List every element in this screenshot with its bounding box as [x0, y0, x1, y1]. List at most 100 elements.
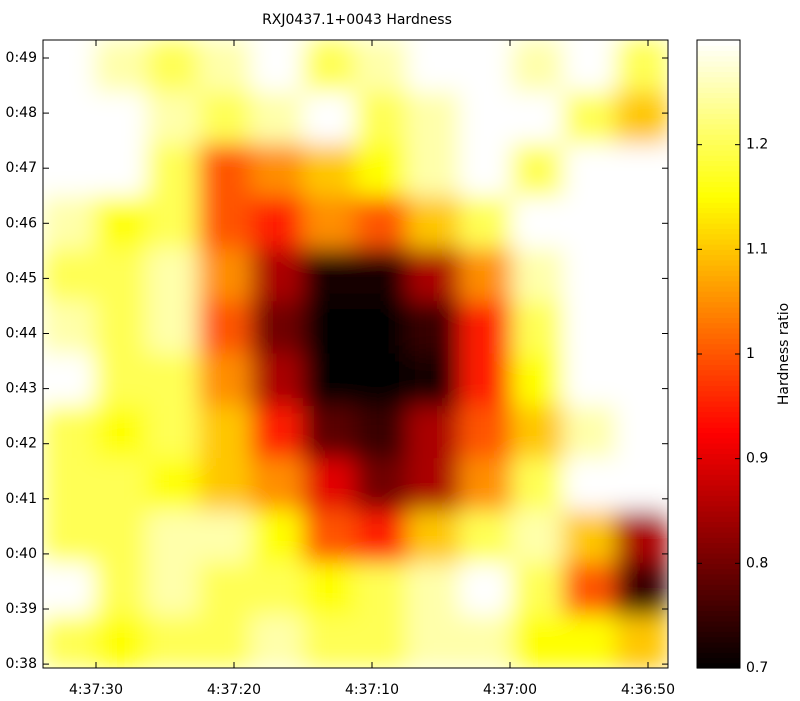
heat-cell	[94, 562, 148, 617]
colorbar-swatch	[697, 254, 740, 261]
heat-cell	[355, 144, 409, 198]
colorbar-swatch	[697, 165, 740, 172]
colorbar-swatch	[697, 453, 740, 460]
heat-cell	[146, 91, 200, 146]
heat-cell	[146, 405, 200, 460]
heat-cell	[615, 248, 668, 303]
colorbar-swatch	[697, 259, 740, 266]
colorbar-swatch	[697, 128, 740, 135]
colorbar-swatch	[697, 40, 740, 46]
colorbar-swatch	[697, 296, 740, 303]
heat-cell	[511, 353, 565, 407]
colorbar-swatch	[697, 422, 740, 428]
heat-cell	[250, 196, 304, 250]
colorbar	[697, 40, 740, 669]
heat-cell	[511, 510, 565, 564]
colorbar-swatch	[697, 542, 740, 549]
y-tick-label: 0:38	[6, 656, 37, 672]
colorbar-swatch	[697, 217, 740, 224]
heat-cell	[407, 144, 461, 198]
colorbar-swatch	[697, 280, 740, 287]
y-tick-label: 0:40	[6, 546, 37, 562]
colorbar-swatch	[697, 176, 740, 182]
heat-cell	[615, 405, 668, 460]
heat-cell	[459, 353, 513, 407]
heat-cell	[302, 91, 356, 146]
colorbar-swatch	[697, 662, 740, 669]
heat-cell	[511, 40, 565, 93]
colorbar-swatch	[697, 191, 740, 198]
colorbar-swatch	[697, 484, 740, 491]
x-tick-label: 4:36:50	[621, 682, 675, 697]
chart-title: RXJ0437.1+0043 Hardness	[262, 12, 452, 28]
heat-cell	[355, 615, 409, 668]
heat-cell	[250, 144, 304, 198]
heat-cell	[615, 458, 668, 512]
colorbar-swatch	[697, 181, 740, 188]
heat-cell	[302, 353, 356, 407]
heat-cell	[407, 510, 461, 564]
heat-cell	[511, 458, 565, 512]
heat-cell	[198, 615, 252, 668]
heat-cell	[407, 301, 461, 355]
heat-cell	[355, 353, 409, 407]
heat-cell	[302, 458, 356, 512]
colorbar-swatch	[697, 149, 740, 156]
heat-cell	[146, 301, 200, 355]
heat-cell	[563, 353, 617, 407]
heat-cell	[250, 91, 304, 146]
x-tick-label: 4:37:20	[207, 682, 261, 697]
colorbar-tick-label: 1.1	[746, 241, 768, 257]
colorbar-swatch	[697, 552, 740, 559]
heat-cell	[94, 301, 148, 355]
heat-cell	[43, 458, 96, 512]
colorbar-swatch	[697, 306, 740, 313]
heat-cell	[563, 405, 617, 460]
heat-cell	[250, 562, 304, 617]
heat-cell	[407, 615, 461, 668]
heat-cell	[302, 248, 356, 303]
heat-cell	[615, 562, 668, 617]
colorbar-swatch	[697, 594, 740, 601]
colorbar-swatch	[697, 244, 740, 250]
heat-cell	[146, 562, 200, 617]
y-tick-label: 0:49	[6, 50, 37, 66]
heat-cell	[146, 248, 200, 303]
heat-cell	[563, 615, 617, 668]
colorbar-swatch	[697, 301, 740, 308]
colorbar-swatch	[697, 134, 740, 141]
colorbar-swatch	[697, 610, 740, 617]
colorbar-swatch	[697, 579, 740, 585]
colorbar-swatch	[697, 380, 740, 386]
colorbar-swatch	[697, 327, 740, 334]
colorbar-swatch	[697, 385, 740, 392]
heat-cell	[302, 562, 356, 617]
colorbar-swatch	[697, 631, 740, 638]
heat-cell	[355, 405, 409, 460]
heat-cell	[355, 248, 409, 303]
heat-cell	[355, 196, 409, 250]
heat-cell	[459, 248, 513, 303]
heat-cell	[43, 615, 96, 668]
colorbar-swatch	[697, 479, 740, 486]
colorbar-swatch	[697, 416, 740, 423]
colorbar-swatch	[697, 322, 740, 329]
colorbar-swatch	[697, 197, 740, 203]
colorbar-tick-label: 0.9	[746, 451, 768, 467]
heat-cell	[511, 562, 565, 617]
heat-cell	[43, 353, 96, 407]
colorbar-swatch	[697, 186, 740, 193]
heat-cell	[302, 144, 356, 198]
heat-cell	[459, 510, 513, 564]
colorbar-swatch	[697, 636, 740, 643]
heat-cell	[198, 510, 252, 564]
colorbar-swatch	[697, 118, 740, 125]
heat-cell	[198, 91, 252, 146]
y-tick-label: 0:47	[6, 160, 37, 176]
heat-cell	[198, 405, 252, 460]
heat-cell	[563, 562, 617, 617]
colorbar-swatch	[697, 432, 740, 439]
heat-cell	[511, 301, 565, 355]
heatmap	[43, 40, 668, 668]
colorbar-swatch	[697, 275, 740, 282]
